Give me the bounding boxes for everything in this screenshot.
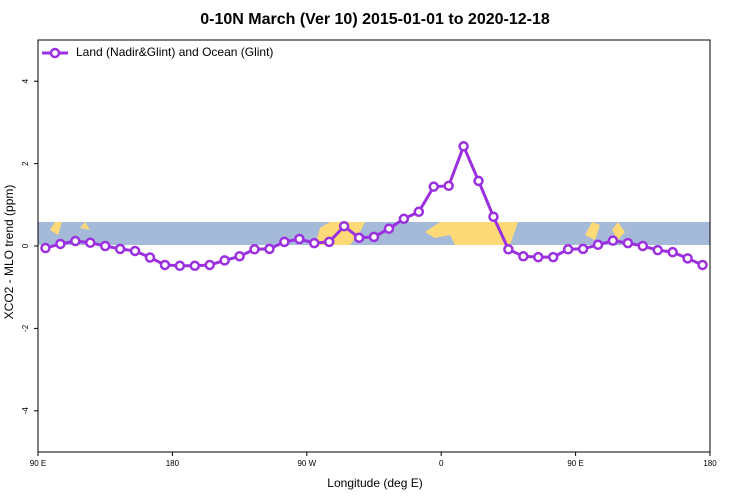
point xyxy=(622,237,634,249)
point xyxy=(309,237,320,249)
point xyxy=(204,259,215,271)
y-axis-label: XCO2 - MLO trend (ppm) xyxy=(2,185,16,320)
point xyxy=(323,236,335,248)
land xyxy=(585,222,600,240)
x-tick-label: 90 W xyxy=(297,459,316,468)
point xyxy=(189,260,201,272)
legend-label: Land (Nadir&Glint) and Ocean (Glint) xyxy=(76,45,273,59)
point xyxy=(413,206,425,218)
point xyxy=(533,251,544,263)
point xyxy=(383,223,395,234)
point xyxy=(428,181,439,192)
point xyxy=(55,238,66,250)
y-tick-label: 2 xyxy=(21,161,30,166)
point xyxy=(114,243,126,255)
point xyxy=(682,253,693,264)
plot-frame xyxy=(37,39,711,453)
y-tick-label: 0 xyxy=(21,243,30,248)
point xyxy=(234,251,245,262)
x-axis-label: Longitude (deg E) xyxy=(327,476,422,490)
point xyxy=(652,244,663,256)
point xyxy=(592,239,604,251)
point xyxy=(159,259,171,271)
point xyxy=(503,244,514,255)
point xyxy=(458,141,469,152)
point xyxy=(562,244,574,255)
point xyxy=(99,240,111,252)
point xyxy=(338,220,350,232)
x-tick-label: 90 E xyxy=(30,459,46,468)
x-tick-label: 90 E xyxy=(567,459,583,468)
legend-marker xyxy=(49,47,61,59)
point xyxy=(353,232,365,244)
point xyxy=(264,243,275,255)
point xyxy=(249,244,260,255)
land xyxy=(612,222,625,240)
point xyxy=(279,236,290,248)
land xyxy=(80,222,90,230)
series-line xyxy=(45,142,704,268)
point xyxy=(70,235,81,247)
point xyxy=(85,237,96,248)
point xyxy=(637,240,649,252)
point xyxy=(174,260,186,272)
point xyxy=(398,213,410,225)
land xyxy=(425,222,518,245)
point xyxy=(473,175,484,187)
x-tick-label: 180 xyxy=(166,459,180,468)
point xyxy=(547,251,559,263)
x-tick-label: 0 xyxy=(439,459,444,468)
y-tick-label: -2 xyxy=(21,324,30,332)
point xyxy=(129,245,141,257)
point xyxy=(368,231,380,243)
point xyxy=(607,235,619,246)
point xyxy=(40,242,51,254)
chart-title: 0-10N March (Ver 10) 2015-01-01 to 2020-… xyxy=(200,11,550,28)
point xyxy=(443,180,454,192)
point xyxy=(219,255,230,266)
point xyxy=(577,243,589,255)
point xyxy=(518,251,529,262)
point xyxy=(144,252,156,263)
y-tick-label: 4 xyxy=(21,78,30,83)
point xyxy=(488,211,499,222)
y-tick-label: -4 xyxy=(21,407,30,415)
point xyxy=(294,233,305,245)
land xyxy=(50,222,62,235)
point xyxy=(667,246,678,258)
point xyxy=(697,259,708,271)
x-tick-label: 180 xyxy=(703,459,717,468)
